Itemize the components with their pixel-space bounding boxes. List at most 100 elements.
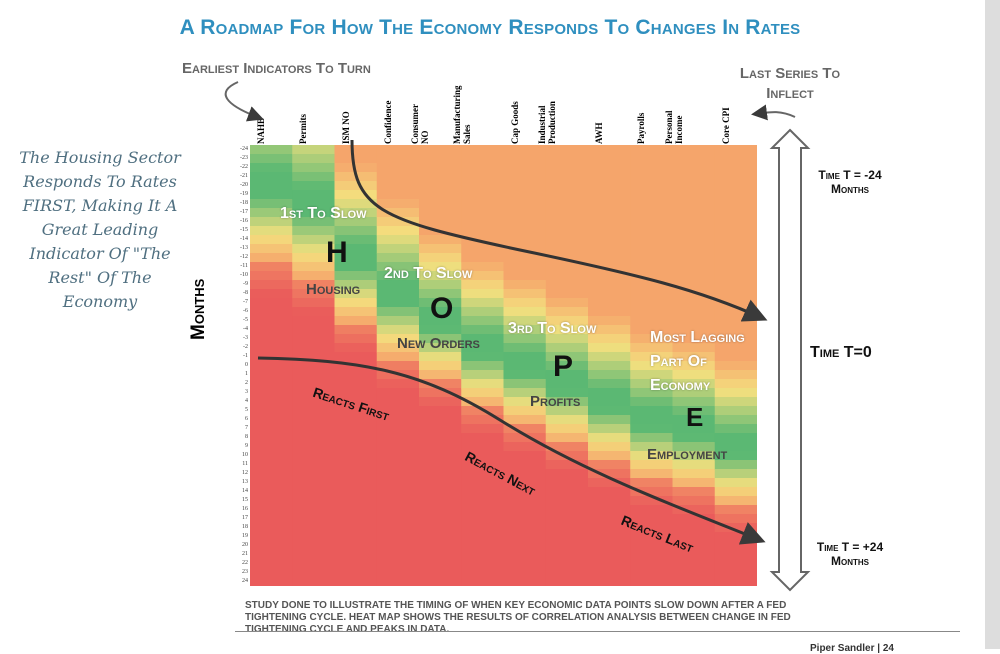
caption: Study done to illustrate the timing of w… xyxy=(245,600,791,635)
heatmap-cell xyxy=(672,505,716,515)
heatmap-cell xyxy=(419,487,462,497)
heatmap-cell xyxy=(672,307,716,317)
heatmap-cell xyxy=(588,469,631,479)
heatmap-cell xyxy=(376,208,420,218)
heatmap-cell xyxy=(292,316,335,326)
heatmap-cell xyxy=(334,496,378,506)
heatmap-cell xyxy=(461,415,504,425)
heatmap-cell xyxy=(588,505,631,515)
heatmap-cell xyxy=(334,523,378,533)
heatmap-cell xyxy=(419,397,462,407)
heatmap-cell xyxy=(292,190,335,200)
heatmap-cell xyxy=(503,325,547,335)
heatmap-cell xyxy=(714,379,757,389)
heatmap-cell xyxy=(334,559,378,569)
heatmap-cell xyxy=(545,550,589,560)
heatmap-cell xyxy=(461,307,504,317)
row-label: 17 xyxy=(242,515,248,521)
heatmap-cell xyxy=(588,406,631,416)
heatmap-cell xyxy=(545,469,589,479)
heatmap-cell xyxy=(672,478,716,488)
time-bottom-text: Time T = +24 xyxy=(816,540,884,554)
heatmap-cell xyxy=(714,289,757,299)
heatmap-cell xyxy=(376,307,420,317)
heatmap-cell xyxy=(588,172,631,182)
heatmap-cell xyxy=(672,514,716,524)
heatmap-cell xyxy=(250,442,293,452)
heatmap-cell xyxy=(250,289,293,299)
annotation-o-rank: 2nd To Slow xyxy=(384,265,473,282)
heatmap-cell xyxy=(376,487,420,497)
heatmap-cell xyxy=(376,478,420,488)
heatmap-cell xyxy=(419,163,462,173)
heatmap-cell xyxy=(588,181,631,191)
heatmap-cell xyxy=(376,352,420,362)
heatmap-cell xyxy=(250,559,293,569)
heatmap-cell xyxy=(672,226,716,236)
heatmap-cell xyxy=(672,496,716,506)
heatmap-cell xyxy=(461,514,504,524)
heatmap-cell xyxy=(419,298,462,308)
heatmap-cell xyxy=(461,172,504,182)
page-title: A Roadmap For How The Economy Responds T… xyxy=(179,16,801,39)
heatmap-cell xyxy=(250,532,293,542)
heatmap-cell xyxy=(672,541,716,551)
heatmap-cell xyxy=(588,550,631,560)
row-label: -17 xyxy=(240,209,248,215)
heatmap-cell xyxy=(376,217,420,227)
heatmap-cell xyxy=(376,379,420,389)
heatmap-cell xyxy=(630,469,673,479)
heatmap-cell xyxy=(250,235,293,245)
heatmap-cell xyxy=(545,487,589,497)
row-label: -24 xyxy=(240,146,248,152)
heatmap-cell xyxy=(545,433,589,443)
row-label: -9 xyxy=(243,281,248,287)
row-label: -22 xyxy=(240,164,248,170)
row-label: 9 xyxy=(245,443,248,449)
heatmap-cell xyxy=(672,370,716,380)
heatmap-cell xyxy=(672,451,716,461)
heatmap-cell xyxy=(419,154,462,164)
heatmap-cell xyxy=(545,388,589,398)
heatmap-cell xyxy=(250,307,293,317)
heatmap-cell xyxy=(250,496,293,506)
heatmap-cell xyxy=(714,433,757,443)
heatmap-cell xyxy=(292,145,335,155)
heatmap-cell xyxy=(588,271,631,281)
row-label: -13 xyxy=(240,245,248,251)
heatmap-cell xyxy=(672,163,716,173)
heatmap-cell xyxy=(250,415,293,425)
heatmap-cell xyxy=(672,442,716,452)
annotation-p-name: Profits xyxy=(530,393,581,410)
heatmap-cell xyxy=(545,370,589,380)
heatmap-cell xyxy=(334,550,378,560)
heatmap-cell xyxy=(376,271,420,281)
heatmap-cell xyxy=(419,505,462,515)
heatmap xyxy=(250,145,757,586)
heatmap-cell xyxy=(419,334,462,344)
row-label: -15 xyxy=(240,227,248,233)
heatmap-cell xyxy=(630,154,673,164)
heatmap-cell xyxy=(672,343,716,353)
heatmap-cell xyxy=(630,487,673,497)
heatmap-cell xyxy=(503,496,547,506)
row-label: -16 xyxy=(240,218,248,224)
annotation-e-name: Employment xyxy=(647,446,728,463)
heatmap-cell xyxy=(503,181,547,191)
heatmap-cell xyxy=(250,451,293,461)
heatmap-cell xyxy=(672,568,716,578)
heatmap-cell xyxy=(461,505,504,515)
heatmap-cell xyxy=(292,478,335,488)
heatmap-cell xyxy=(334,388,378,398)
heatmap-cell xyxy=(545,235,589,245)
heatmap-cell xyxy=(250,145,293,155)
annotation-p-letter: P xyxy=(553,350,574,383)
heatmap-cell xyxy=(461,550,504,560)
heatmap-cell xyxy=(714,514,757,524)
heatmap-cell xyxy=(588,262,631,272)
heatmap-cell xyxy=(334,442,378,452)
heatmap-cell xyxy=(292,550,335,560)
heatmap-cell xyxy=(292,568,335,578)
heatmap-cell xyxy=(503,280,547,290)
